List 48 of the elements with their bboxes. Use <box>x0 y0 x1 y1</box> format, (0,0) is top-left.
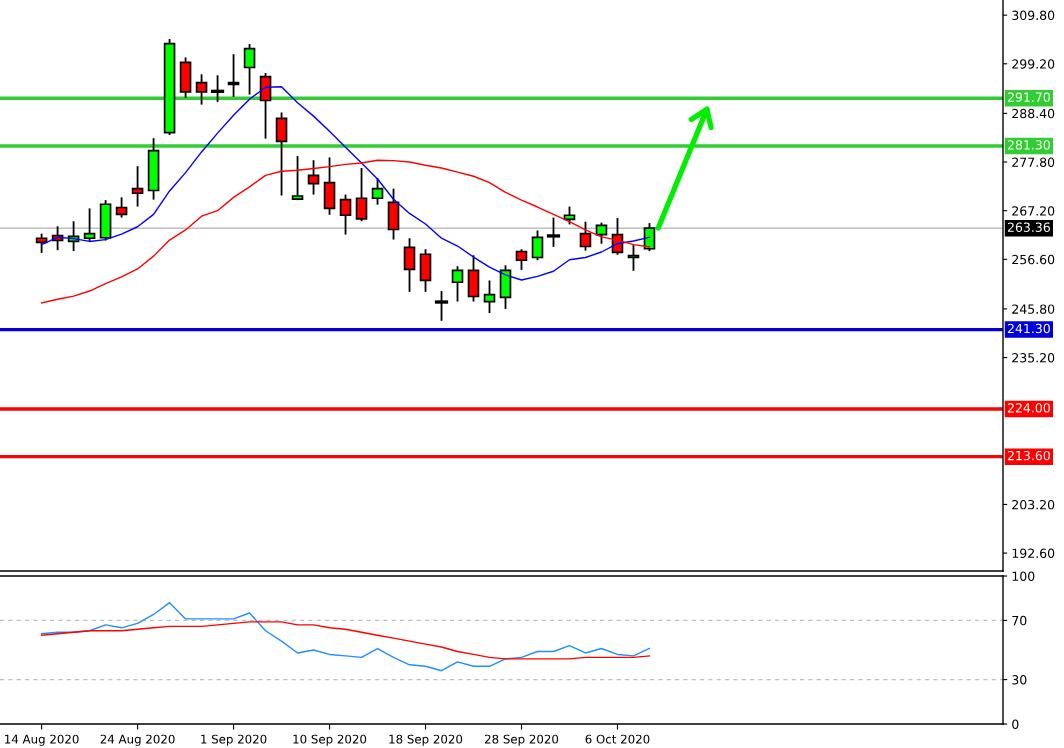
candlestick <box>434 291 449 321</box>
y-tick-label: 288.40 <box>1012 108 1055 119</box>
candlestick <box>339 194 352 235</box>
x-tick-label: 1 Sep 2020 <box>201 734 267 746</box>
candlestick <box>403 238 416 292</box>
x-tick-label: 14 Aug 2020 <box>5 734 79 746</box>
ref-line-label: 241.30 <box>1007 323 1050 334</box>
x-tick-label: 6 Oct 2020 <box>585 734 650 744</box>
candlestick <box>546 217 561 247</box>
y-tick-label: 30 <box>1012 675 1027 685</box>
line-series <box>40 601 651 672</box>
y-tick-label: 256.60 <box>1012 254 1055 265</box>
line-series <box>40 621 651 660</box>
y-tick-label: 0 <box>1012 719 1019 729</box>
y-tick-label: 245.80 <box>1012 304 1055 314</box>
y-tick-label: 70 <box>1012 615 1027 626</box>
candlestick <box>115 197 128 218</box>
candlestick <box>131 166 144 207</box>
ref-line-label: 291.70 <box>1007 92 1050 102</box>
y-tick-label: 299.20 <box>1012 59 1055 69</box>
candlestick <box>531 230 544 261</box>
x-tick-label: 28 Sep 2020 <box>484 734 559 746</box>
x-tick-label: 10 Sep 2020 <box>293 734 367 746</box>
y-tick-label: 100 <box>1012 571 1035 581</box>
candlestick <box>579 221 592 251</box>
candlestick <box>643 223 656 252</box>
candlestick <box>83 208 96 241</box>
y-tick-label: 203.20 <box>1012 499 1055 510</box>
candlestick <box>355 168 368 222</box>
candlestick <box>371 178 384 205</box>
ref-line-label: 263.36 <box>1007 222 1050 232</box>
ref-line-label: 224.00 <box>1007 403 1050 413</box>
y-tick-label: 235.20 <box>1012 353 1055 363</box>
candlestick <box>291 156 304 201</box>
candlestick <box>195 74 208 105</box>
candlestick <box>515 249 528 270</box>
x-tick-label: 18 Sep 2020 <box>389 734 463 746</box>
candlestick <box>210 75 225 102</box>
ref-line-label: 281.30 <box>1007 140 1050 150</box>
ref-line-label: 213.60 <box>1007 450 1050 461</box>
y-tick-label: 267.20 <box>1012 206 1055 216</box>
y-tick-label: 192.60 <box>1012 548 1055 559</box>
y-tick-label: 309.80 <box>1012 10 1055 21</box>
y-tick-label: 277.80 <box>1012 157 1055 167</box>
x-tick-label: 24 Aug 2020 <box>100 734 175 746</box>
candlestick <box>451 266 464 302</box>
candlestick <box>243 44 256 95</box>
candlestick <box>483 280 496 314</box>
